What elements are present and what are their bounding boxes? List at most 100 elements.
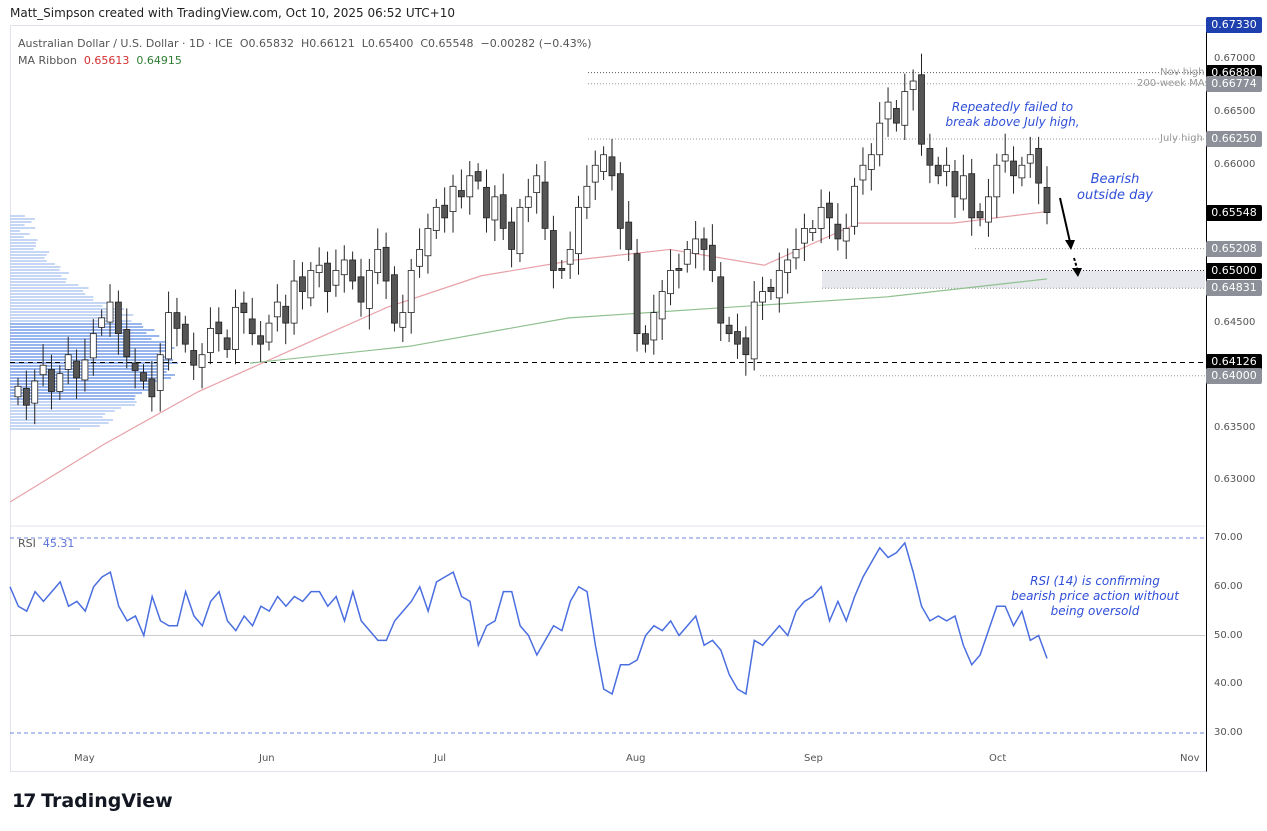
volume-profile-bar — [10, 392, 142, 394]
volume-profile-bar — [10, 410, 115, 412]
volume-profile-bar — [10, 359, 173, 361]
candle-body — [860, 165, 866, 180]
candle-body — [634, 254, 640, 334]
candle-body — [994, 165, 1000, 197]
candle-body — [308, 271, 314, 298]
candle-body — [885, 102, 891, 119]
candle-body — [969, 174, 975, 218]
candle-body — [693, 239, 699, 254]
candle-body — [826, 203, 832, 218]
volume-profile-bar — [10, 236, 24, 238]
candle-body — [626, 222, 632, 249]
candle-body — [233, 307, 239, 349]
candle-body — [366, 271, 372, 309]
volume-profile-bar — [10, 224, 25, 226]
volume-profile-bar — [10, 221, 32, 223]
candle-body — [23, 388, 29, 405]
rsi-label[interactable]: RSI — [18, 537, 36, 550]
candle-body — [157, 355, 163, 391]
candle-body — [609, 157, 615, 176]
volume-profile-bar — [10, 272, 69, 274]
x-tick: Jun — [259, 753, 275, 764]
volume-profile-bar — [10, 227, 35, 229]
rsi-line — [10, 543, 1047, 694]
candle-body — [576, 207, 582, 253]
price-tag: 0.66250 — [1206, 131, 1262, 147]
candle-body — [818, 207, 824, 228]
ma-ribbon-label[interactable]: MA Ribbon — [18, 54, 77, 67]
candle-body — [525, 197, 531, 208]
candle-body — [241, 303, 247, 312]
price-tag: 0.66774 — [1206, 76, 1262, 92]
volume-profile-bar — [10, 287, 89, 289]
candle-body — [341, 260, 347, 275]
volume-profile-bar — [10, 326, 143, 328]
candle-body — [801, 228, 807, 243]
annotation-bearish-outside-day: Bearish outside day — [1075, 172, 1155, 204]
rsi-value: 45.31 — [43, 537, 75, 550]
candle-body — [408, 271, 414, 313]
rsi-tick: 30.00 — [1214, 727, 1243, 738]
candle-body — [567, 249, 573, 264]
volume-profile-bar — [10, 344, 167, 346]
candle-body — [283, 306, 289, 323]
annotation-line: outside day — [1075, 188, 1155, 204]
candle-body — [977, 212, 983, 218]
candle-body — [258, 336, 264, 344]
logo-text: TradingView — [41, 790, 173, 812]
candle-body — [1002, 155, 1008, 161]
volume-profile-bar — [10, 263, 55, 265]
candle-body — [793, 249, 799, 257]
candle-body — [166, 313, 172, 359]
volume-profile-bar — [10, 239, 38, 241]
candle-body — [450, 186, 456, 211]
level-label-july-high: July high — [1160, 133, 1203, 144]
volume-profile-bar — [10, 365, 168, 367]
candle-body — [249, 319, 255, 334]
candle-body — [952, 172, 958, 197]
candle-body — [919, 75, 925, 144]
candle-body — [509, 222, 515, 249]
volume-profile-bar — [10, 293, 85, 295]
candle-body — [316, 265, 322, 272]
volume-profile-bar — [10, 278, 67, 280]
symbol-name[interactable]: Australian Dollar / U.S. Dollar · 1D · I… — [18, 37, 233, 50]
candle-body — [676, 268, 682, 270]
volume-profile-bar — [10, 266, 60, 268]
volume-profile-bar — [10, 428, 80, 430]
volume-profile-bar — [10, 368, 169, 370]
candle-body — [442, 205, 448, 218]
candle-body — [835, 224, 841, 239]
candle-body — [902, 92, 908, 126]
volume-profile-bar — [10, 233, 30, 235]
arrow-down-2 — [1074, 258, 1077, 268]
volume-profile-bar — [10, 299, 93, 301]
volume-profile-bar — [10, 284, 78, 286]
tradingview-logo[interactable]: 17 TradingView — [12, 790, 173, 812]
candle-body — [216, 322, 222, 334]
volume-profile-bar — [10, 305, 103, 307]
candle-body — [191, 350, 197, 365]
candle-body — [718, 277, 724, 323]
candle-body — [375, 249, 381, 272]
candle-body — [224, 338, 230, 350]
candle-body — [743, 338, 749, 355]
volume-profile-bar — [10, 242, 36, 244]
candle-body — [132, 363, 138, 370]
ma1-value: 0.65613 — [84, 54, 130, 67]
level-label-200-week-mas: 200-week MAs — [1137, 78, 1210, 89]
price-tag: 0.67330 — [1206, 17, 1262, 33]
candle-body — [960, 176, 966, 199]
candle-body — [751, 302, 757, 359]
rsi-tick: 60.00 — [1214, 581, 1243, 592]
candle-body — [868, 155, 874, 170]
annotation-line: being oversold — [1005, 604, 1185, 619]
candle-body — [760, 292, 766, 303]
volume-profile-bar — [10, 335, 159, 337]
candle-body — [542, 182, 548, 228]
rsi-legend: RSI 45.31 — [18, 535, 74, 552]
level-label-nov-high: Nov high — [1160, 67, 1205, 78]
candle-body — [776, 271, 782, 298]
candle-body — [500, 195, 506, 229]
candle-body — [65, 355, 71, 370]
